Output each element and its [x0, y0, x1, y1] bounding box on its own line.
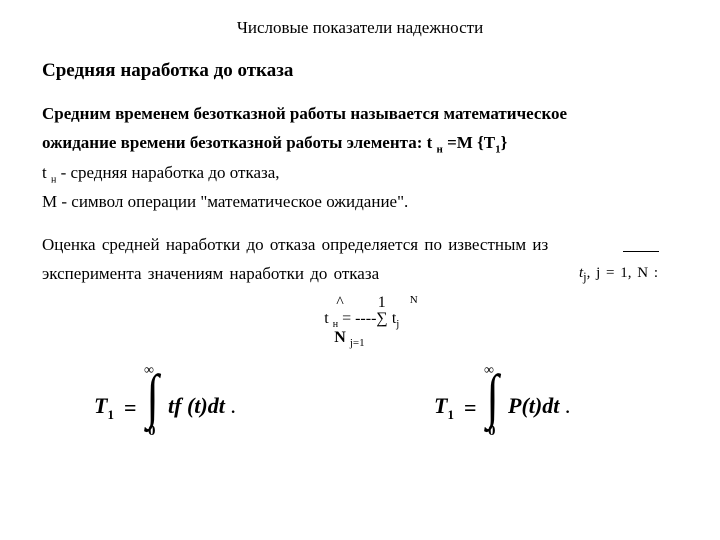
sum-upper-n: N — [410, 294, 418, 306]
denominator-n: N — [334, 329, 346, 346]
numerator-one: 1 — [372, 295, 392, 311]
definition-line1: Средним временем безотказной работы назы… — [42, 104, 567, 123]
tj-range: tj, j = 1, N : — [579, 261, 658, 288]
note-2: M - символ операции "математическое ожид… — [42, 188, 678, 217]
overline — [623, 251, 659, 252]
sum-lower: j=1 — [350, 337, 365, 349]
sum-lhs: t н = ---- — [324, 310, 376, 327]
heading-mean-time: Средняя наработка до отказа — [42, 60, 678, 82]
integral-row: T1 = ∞ ∫ 0 tf (t)dt . T1 = ∞ ∫ 0 P(t)dt … — [42, 369, 678, 447]
hat-symbol: ^ — [336, 294, 344, 311]
para2-line2: эксперимента значениям наработки до отка… — [42, 264, 379, 283]
sum-formula: ^ 1 N t н = ----∑ tj N j=1 — [42, 295, 678, 357]
integral-icon: ∫ — [146, 366, 158, 426]
integral-left: T1 = ∞ ∫ 0 tf (t)dt . — [94, 369, 314, 447]
page-title: Числовые показатели надежности — [42, 18, 678, 38]
integral-right: T1 = ∞ ∫ 0 P(t)dt . — [434, 369, 654, 447]
definition-block: Средним временем безотказной работы назы… — [42, 100, 678, 159]
sigma-symbol: ∑ — [376, 310, 387, 327]
definition-formula: t н =M {T1} — [427, 133, 508, 152]
paragraph-estimate: Оценка средней наработки до отказа опред… — [42, 231, 678, 289]
definition-line2-pre: ожидание времени безотказной работы элем… — [42, 133, 427, 152]
sum-term-sub: j — [396, 318, 399, 330]
sum-term: t — [388, 310, 396, 327]
para2-line1: Оценка средней наработки до отказа опред… — [42, 235, 548, 254]
page: Числовые показатели надежности Средняя н… — [0, 0, 720, 447]
note-1: t н - средняя наработка до отказа, — [42, 159, 678, 188]
integral-icon: ∫ — [486, 366, 498, 426]
